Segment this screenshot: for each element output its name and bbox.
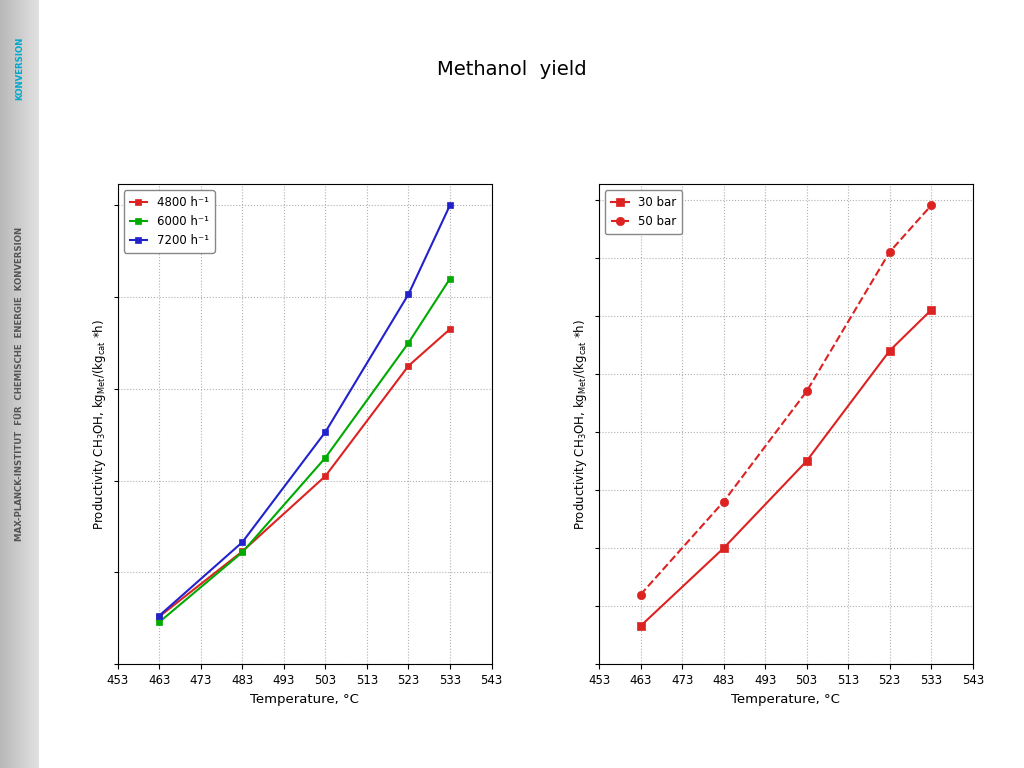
4800 h⁻¹ bbox=[237, 547, 249, 556]
7200 h⁻¹ bbox=[402, 290, 415, 299]
50 bar bbox=[801, 386, 813, 396]
Line: 7200 h⁻¹: 7200 h⁻¹ bbox=[156, 202, 454, 619]
Y-axis label: Productivity CH$_3$OH, kg$_\mathregular{Met}$/(kg$_\mathregular{cat}$ *h): Productivity CH$_3$OH, kg$_\mathregular{… bbox=[91, 319, 109, 530]
Y-axis label: Productivity CH$_3$OH, kg$_\mathregular{Met}$/(kg$_\mathregular{cat}$ *h): Productivity CH$_3$OH, kg$_\mathregular{… bbox=[572, 319, 590, 530]
50 bar bbox=[635, 590, 647, 599]
X-axis label: Temperature, °C: Temperature, °C bbox=[250, 693, 359, 706]
7200 h⁻¹ bbox=[443, 200, 456, 210]
6000 h⁻¹ bbox=[402, 338, 415, 347]
4800 h⁻¹ bbox=[402, 361, 415, 370]
Legend: 30 bar, 50 bar: 30 bar, 50 bar bbox=[605, 190, 682, 234]
Text: KONVERSION: KONVERSION bbox=[15, 37, 24, 101]
Line: 4800 h⁻¹: 4800 h⁻¹ bbox=[156, 326, 454, 620]
Legend: 4800 h⁻¹, 6000 h⁻¹, 7200 h⁻¹: 4800 h⁻¹, 6000 h⁻¹, 7200 h⁻¹ bbox=[124, 190, 215, 253]
30 bar bbox=[925, 306, 937, 315]
7200 h⁻¹ bbox=[154, 611, 166, 621]
7200 h⁻¹ bbox=[237, 538, 249, 547]
4800 h⁻¹ bbox=[154, 612, 166, 621]
30 bar bbox=[801, 456, 813, 465]
30 bar bbox=[718, 544, 730, 553]
X-axis label: Temperature, °C: Temperature, °C bbox=[731, 693, 841, 706]
Text: MAX-PLANCK-INSTITUT  FÜR  CHEMISCHE  ENERGIE  KONVERSION: MAX-PLANCK-INSTITUT FÜR CHEMISCHE ENERGI… bbox=[15, 227, 24, 541]
50 bar bbox=[718, 497, 730, 506]
6000 h⁻¹ bbox=[443, 274, 456, 283]
4800 h⁻¹ bbox=[443, 325, 456, 334]
Line: 30 bar: 30 bar bbox=[636, 306, 936, 630]
30 bar bbox=[635, 621, 647, 631]
50 bar bbox=[884, 247, 896, 257]
7200 h⁻¹ bbox=[319, 427, 332, 436]
50 bar bbox=[925, 200, 937, 210]
Text: Methanol  yield: Methanol yield bbox=[437, 60, 587, 78]
30 bar bbox=[884, 346, 896, 356]
Line: 50 bar: 50 bar bbox=[636, 201, 936, 599]
4800 h⁻¹ bbox=[319, 472, 332, 481]
6000 h⁻¹ bbox=[154, 617, 166, 627]
6000 h⁻¹ bbox=[237, 548, 249, 557]
Line: 6000 h⁻¹: 6000 h⁻¹ bbox=[156, 275, 454, 626]
6000 h⁻¹ bbox=[319, 453, 332, 462]
